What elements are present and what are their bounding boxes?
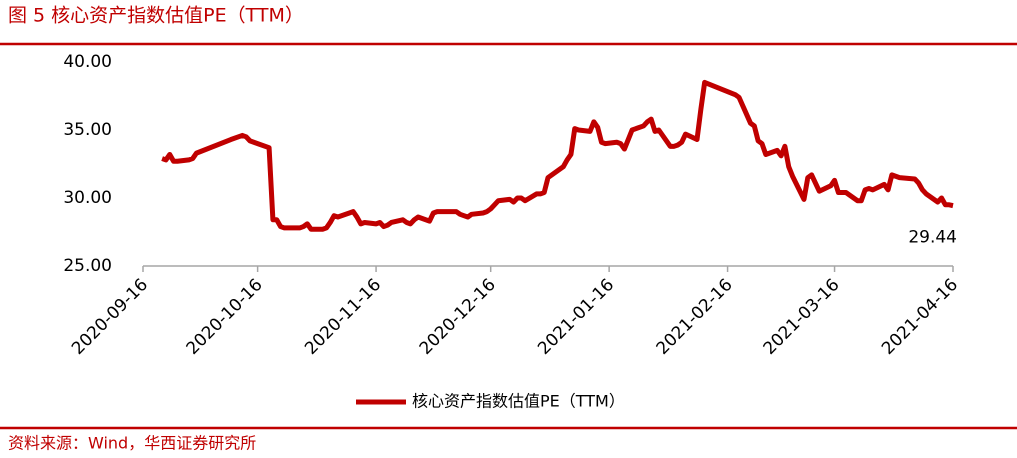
x-tick-label: 2021-01-16 [534, 275, 618, 359]
x-tick-label: 2021-04-16 [878, 275, 962, 359]
y-tick-label: 40.00 [63, 52, 112, 72]
y-tick-label: 35.00 [63, 120, 112, 140]
x-tick-label: 2020-09-16 [68, 275, 152, 359]
y-tick-label: 25.00 [63, 256, 112, 276]
x-tick-label: 2020-10-16 [183, 275, 267, 359]
chart-title: 图 5 核心资产指数估值PE（TTM） [8, 5, 304, 27]
source-note: 资料来源：Wind，华西证券研究所 [8, 434, 256, 453]
y-tick-label: 30.00 [63, 188, 112, 208]
x-tick-label: 2020-11-16 [301, 275, 385, 359]
data-label: 29.44 [908, 228, 957, 248]
legend-label: 核心资产指数估值PE（TTM） [412, 392, 625, 411]
x-tick-label: 2020-12-16 [416, 275, 500, 359]
x-tick-label: 2021-02-16 [653, 275, 737, 359]
x-tick-label: 2021-03-16 [760, 275, 844, 359]
series-line [161, 79, 954, 232]
